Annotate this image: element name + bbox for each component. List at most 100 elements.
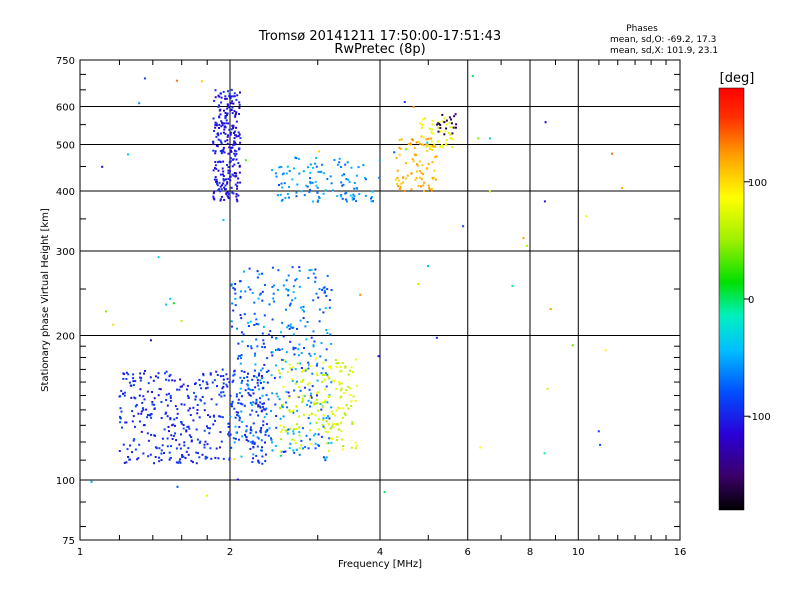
data-point: [316, 191, 319, 194]
data-point: [340, 387, 343, 390]
data-point: [326, 373, 329, 376]
data-point: [265, 407, 268, 410]
data-point: [293, 389, 296, 392]
data-point: [301, 380, 304, 383]
grid-lines: [80, 60, 680, 540]
data-point: [335, 362, 338, 365]
data-point: [231, 112, 234, 115]
data-point: [226, 142, 229, 145]
data-point: [230, 284, 233, 287]
data-point: [230, 131, 233, 134]
data-point: [118, 450, 121, 452]
data-point: [265, 394, 268, 397]
data-point: [214, 150, 217, 153]
data-point: [196, 412, 199, 415]
data-point: [296, 327, 298, 330]
data-point: [335, 365, 338, 368]
data-point: [326, 332, 329, 334]
data-point: [248, 267, 251, 270]
data-point: [187, 396, 190, 399]
data-point: [172, 423, 175, 426]
data-point: [430, 131, 433, 134]
data-point: [217, 161, 220, 164]
data-point: [225, 122, 228, 125]
data-point: [134, 448, 137, 451]
data-point: [212, 117, 215, 120]
data-point: [287, 274, 290, 277]
data-point: [420, 126, 423, 129]
data-point: [235, 395, 238, 398]
data-point: [321, 424, 324, 427]
data-point: [350, 400, 353, 403]
data-point: [310, 336, 313, 339]
data-point: [428, 187, 431, 190]
data-point: [139, 420, 141, 423]
data-point: [344, 365, 347, 368]
data-point: [224, 126, 227, 129]
data-point: [150, 433, 153, 436]
data-point: [255, 318, 258, 321]
data-point: [318, 320, 321, 323]
data-point: [235, 120, 238, 123]
data-point: [234, 154, 237, 157]
data-point: [318, 288, 321, 290]
data-point: [351, 196, 354, 199]
data-point: [234, 112, 237, 115]
data-point: [289, 367, 292, 370]
data-point: [175, 79, 178, 82]
data-point: [326, 431, 329, 434]
data-point: [445, 139, 448, 141]
data-point: [236, 181, 239, 184]
data-point: [169, 394, 172, 397]
data-point: [341, 448, 344, 451]
data-point: [181, 456, 184, 458]
data-point: [338, 407, 341, 410]
data-point: [142, 395, 145, 398]
data-point: [220, 125, 223, 128]
data-point: [310, 269, 313, 272]
data-point: [147, 439, 150, 442]
data-point: [273, 284, 275, 287]
data-point: [149, 453, 152, 456]
data-point: [432, 176, 435, 179]
data-point: [233, 132, 235, 134]
data-point: [355, 174, 358, 177]
data-point: [267, 369, 270, 372]
data-point: [306, 383, 309, 386]
data-point: [175, 447, 178, 450]
data-point: [350, 166, 353, 169]
data-point: [261, 367, 264, 370]
data-point: [178, 388, 181, 391]
data-point: [433, 169, 436, 172]
data-point: [335, 409, 338, 412]
data-point: [137, 457, 140, 460]
data-point: [268, 427, 271, 430]
x-tick-label: 4: [377, 547, 383, 558]
data-point: [218, 415, 221, 418]
data-point: [421, 164, 424, 167]
data-point: [235, 111, 238, 114]
data-point: [277, 348, 280, 351]
data-point: [241, 379, 244, 382]
data-point: [404, 177, 407, 180]
data-point: [451, 126, 453, 129]
data-point: [251, 389, 254, 391]
data-point: [221, 121, 224, 124]
data-point: [237, 398, 240, 401]
data-point: [231, 173, 234, 176]
data-point: [326, 442, 329, 445]
data-point: [222, 160, 225, 163]
data-point: [174, 432, 177, 435]
data-point: [257, 404, 260, 407]
data-point: [218, 95, 221, 98]
data-point: [295, 195, 298, 198]
data-point: [267, 398, 270, 401]
data-point: [228, 170, 231, 173]
data-point: [224, 95, 227, 98]
data-point: [228, 431, 231, 434]
data-point: [314, 413, 317, 416]
data-point: [273, 377, 276, 379]
data-point: [301, 401, 304, 404]
data-point: [332, 423, 335, 426]
data-point: [322, 192, 325, 195]
